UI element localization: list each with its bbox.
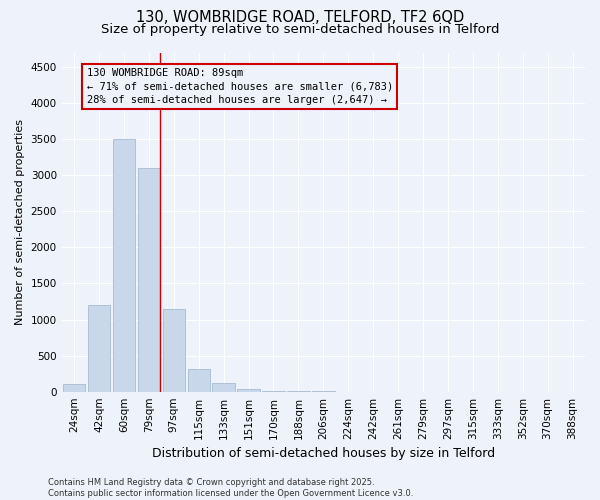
Bar (262, 391, 285, 392)
Y-axis label: Number of semi-detached properties: Number of semi-detached properties (15, 119, 25, 325)
Bar (137, 168, 160, 392)
Bar (113, 139, 135, 392)
Text: 130, WOMBRIDGE ROAD, TELFORD, TF2 6QD: 130, WOMBRIDGE ROAD, TELFORD, TF2 6QD (136, 10, 464, 25)
Bar (63, 384, 85, 392)
Bar (238, 389, 260, 392)
Bar (88, 305, 110, 392)
Text: Size of property relative to semi-detached houses in Telford: Size of property relative to semi-detach… (101, 22, 499, 36)
Text: 130 WOMBRIDGE ROAD: 89sqm
← 71% of semi-detached houses are smaller (6,783)
28% : 130 WOMBRIDGE ROAD: 89sqm ← 71% of semi-… (86, 68, 393, 105)
Bar (212, 383, 235, 392)
Bar (163, 308, 185, 392)
X-axis label: Distribution of semi-detached houses by size in Telford: Distribution of semi-detached houses by … (152, 447, 495, 460)
Text: Contains HM Land Registry data © Crown copyright and database right 2025.
Contai: Contains HM Land Registry data © Crown c… (48, 478, 413, 498)
Bar (188, 370, 210, 392)
